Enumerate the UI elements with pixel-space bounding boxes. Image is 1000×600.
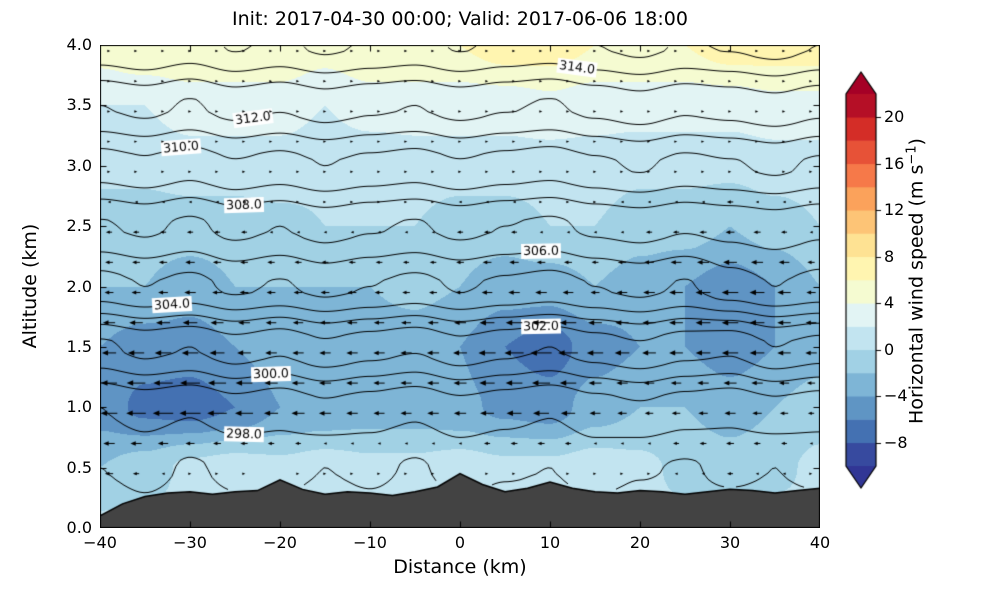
y-tick-label: 4.0 xyxy=(66,35,92,54)
colorbar-tick-label: 16 xyxy=(884,153,905,173)
colorbar-canvas xyxy=(840,66,896,506)
x-tick-label: −30 xyxy=(173,533,207,552)
colorbar-tick-label: −8 xyxy=(884,432,908,452)
colorbar-tick-label: 8 xyxy=(884,246,895,266)
y-tick-label: 2.5 xyxy=(66,216,92,236)
y-tick-label: 3.5 xyxy=(66,95,92,115)
y-tick-label: 3.0 xyxy=(66,155,92,175)
y-tick-label: 0.0 xyxy=(66,518,92,537)
colorbar-tick-label: 12 xyxy=(884,200,905,220)
colorbar-label: Horizontal wind speed (m s−1) xyxy=(904,138,927,424)
x-tick-label: −40 xyxy=(83,533,117,552)
y-tick-label: 1.5 xyxy=(66,336,92,356)
x-tick-label: 40 xyxy=(809,533,831,552)
colorbar-label-close: ) xyxy=(905,138,928,146)
plot-title: Init: 2017-04-30 00:00; Valid: 2017-06-0… xyxy=(232,8,688,30)
x-axis-label: Distance (km) xyxy=(393,556,527,578)
colorbar-label-exponent: −1 xyxy=(904,145,920,165)
colorbar-tick-label: −4 xyxy=(884,386,908,406)
y-tick-label: 0.5 xyxy=(66,457,92,477)
colorbar-tick-label: 0 xyxy=(884,339,895,359)
y-axis-label: Altitude (km) xyxy=(19,223,41,349)
y-tick-label: 1.0 xyxy=(66,397,92,417)
y-tick-label: 2.0 xyxy=(66,276,92,296)
x-tick-label: −10 xyxy=(353,533,387,552)
x-tick-label: 0 xyxy=(454,533,466,552)
x-tick-label: 20 xyxy=(629,533,651,552)
x-tick-label: 30 xyxy=(719,533,741,552)
colorbar-tick-label: 20 xyxy=(884,107,905,127)
x-tick-label: −20 xyxy=(263,533,297,552)
colorbar-label-text: Horizontal wind speed (m s xyxy=(905,164,928,424)
colorbar-tick-label: 4 xyxy=(884,293,895,313)
cross-section-canvas xyxy=(100,45,820,528)
x-tick-label: 10 xyxy=(539,533,561,552)
